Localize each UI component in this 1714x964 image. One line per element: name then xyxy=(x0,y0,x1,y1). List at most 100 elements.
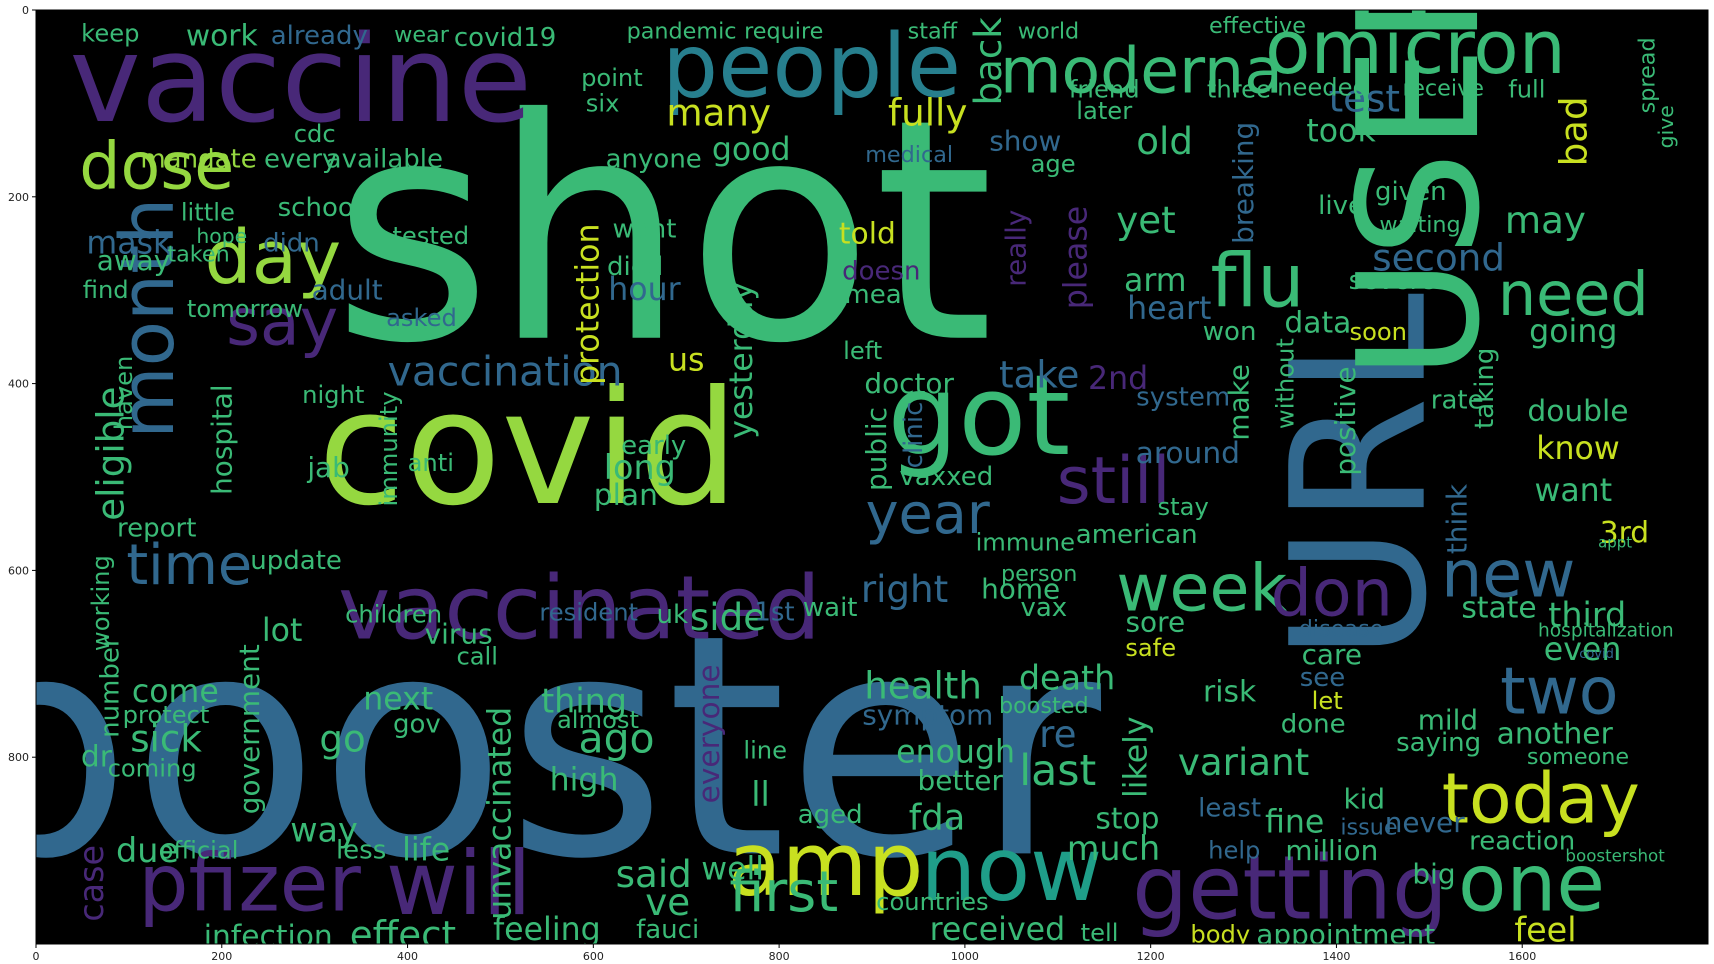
word-taken: taken xyxy=(167,242,229,268)
word-really: really xyxy=(999,210,1032,287)
word-booster: booster xyxy=(0,569,1104,926)
y-tick-label: 400 xyxy=(8,378,29,391)
word-now: now xyxy=(920,818,1102,921)
word-appt: appt xyxy=(1598,533,1632,551)
word-adult: adult xyxy=(312,274,383,307)
word-got: got xyxy=(887,352,1070,481)
word-waiting: waiting xyxy=(1379,212,1460,238)
word-didn: didn xyxy=(263,229,320,259)
word-public: public xyxy=(860,407,893,491)
word-health: health xyxy=(864,663,982,707)
word-countries: countries xyxy=(876,888,988,916)
word-breaking: breaking xyxy=(1227,122,1260,244)
word-make: make xyxy=(1222,364,1255,441)
word-covid: covid xyxy=(1579,647,1614,662)
x-tick-label: 0 xyxy=(33,950,40,963)
word-vax: vax xyxy=(1020,593,1067,623)
word-one: one xyxy=(1458,837,1605,929)
word-issue: issue xyxy=(1340,814,1397,840)
word-virus: virus xyxy=(425,617,493,650)
word-disease: disease xyxy=(1299,616,1384,642)
word-less: less xyxy=(336,836,386,866)
word-us: us xyxy=(668,342,704,378)
word-people: people xyxy=(662,15,961,118)
word-getting: getting xyxy=(1132,836,1448,939)
word-vaxxed: vaxxed xyxy=(899,462,993,492)
word-covid: covid xyxy=(318,357,739,541)
x-axis: 0 200 400 600 800 1000 1200 1400 1600 xyxy=(33,944,1536,963)
word-effective: effective xyxy=(1209,13,1306,39)
word-full: full xyxy=(1508,75,1545,103)
word-require: require xyxy=(744,18,823,44)
word-staff: staff xyxy=(908,18,958,44)
word-come: come xyxy=(132,674,219,710)
word-night: night xyxy=(302,381,364,409)
word-positive: positive xyxy=(1329,366,1362,475)
word-little: little xyxy=(181,199,235,227)
word-2nd: 2nd xyxy=(1088,361,1148,397)
word-even: even xyxy=(1544,632,1622,668)
word-system: system xyxy=(1136,383,1230,413)
word-everyone: everyone xyxy=(692,664,727,803)
word-effect: effect xyxy=(350,913,456,957)
word-give: give xyxy=(1654,105,1678,148)
word-don: don xyxy=(1271,556,1393,631)
word-wait: wait xyxy=(803,593,858,623)
word-age: age xyxy=(1031,150,1076,178)
word-pandemic: pandemic xyxy=(627,18,737,44)
word-many: many xyxy=(666,91,771,135)
word-moderna: moderna xyxy=(1000,34,1283,108)
word-week: week xyxy=(1116,552,1287,627)
word-spread: spread xyxy=(1635,37,1661,113)
word-someone: someone xyxy=(1527,744,1629,770)
word-done: done xyxy=(1281,710,1346,740)
word-doesn: doesn xyxy=(842,257,920,287)
word-yesterday: yesterday xyxy=(724,282,760,439)
word-tell: tell xyxy=(1081,919,1119,947)
word-number: number xyxy=(95,636,125,738)
word-reaction: reaction xyxy=(1469,826,1575,856)
y-axis: 0 200 400 600 800 xyxy=(8,4,36,764)
word-eligible: eligible xyxy=(88,387,132,521)
word-arm: arm xyxy=(1124,263,1187,299)
word-enough: enough xyxy=(896,735,1015,771)
word-stay: stay xyxy=(1158,493,1209,521)
y-tick-label: 0 xyxy=(22,4,29,17)
word-least: least xyxy=(1198,794,1261,824)
word-clinic: clinic xyxy=(899,402,929,469)
word-show: show xyxy=(989,124,1061,157)
word-ll: ll xyxy=(751,775,770,814)
word-month: month xyxy=(104,198,191,439)
word-last: last xyxy=(1019,746,1096,796)
word-point: point xyxy=(581,64,643,92)
word-boosted: boosted xyxy=(999,693,1089,719)
word-way: way xyxy=(290,811,358,850)
word-today: today xyxy=(1442,759,1640,840)
word-state: state xyxy=(1461,590,1536,625)
word-receive: receive xyxy=(1403,75,1484,101)
word-new: new xyxy=(1441,538,1575,613)
word-three: three xyxy=(1207,75,1271,103)
word-boostershot: boostershot xyxy=(1565,845,1665,865)
word-third: third xyxy=(1548,596,1626,635)
word-test: test xyxy=(1329,77,1400,121)
word-data: data xyxy=(1284,305,1351,340)
word-go: go xyxy=(319,717,365,761)
word-1st: 1st xyxy=(754,597,794,627)
word-shot: shot xyxy=(332,54,994,411)
word-plan: plan xyxy=(594,478,658,513)
word-home: home xyxy=(981,573,1060,606)
word-resident: resident xyxy=(539,598,638,626)
word-will: will xyxy=(386,832,532,935)
word-almost: almost xyxy=(557,706,639,734)
word-death: death xyxy=(1019,658,1115,697)
word-mask: mask xyxy=(86,226,172,262)
word-fine: fine xyxy=(1265,805,1324,841)
word-went: went xyxy=(612,214,676,244)
word-know: know xyxy=(1536,431,1620,467)
word-rate: rate xyxy=(1431,385,1484,415)
word-available: available xyxy=(326,144,443,174)
